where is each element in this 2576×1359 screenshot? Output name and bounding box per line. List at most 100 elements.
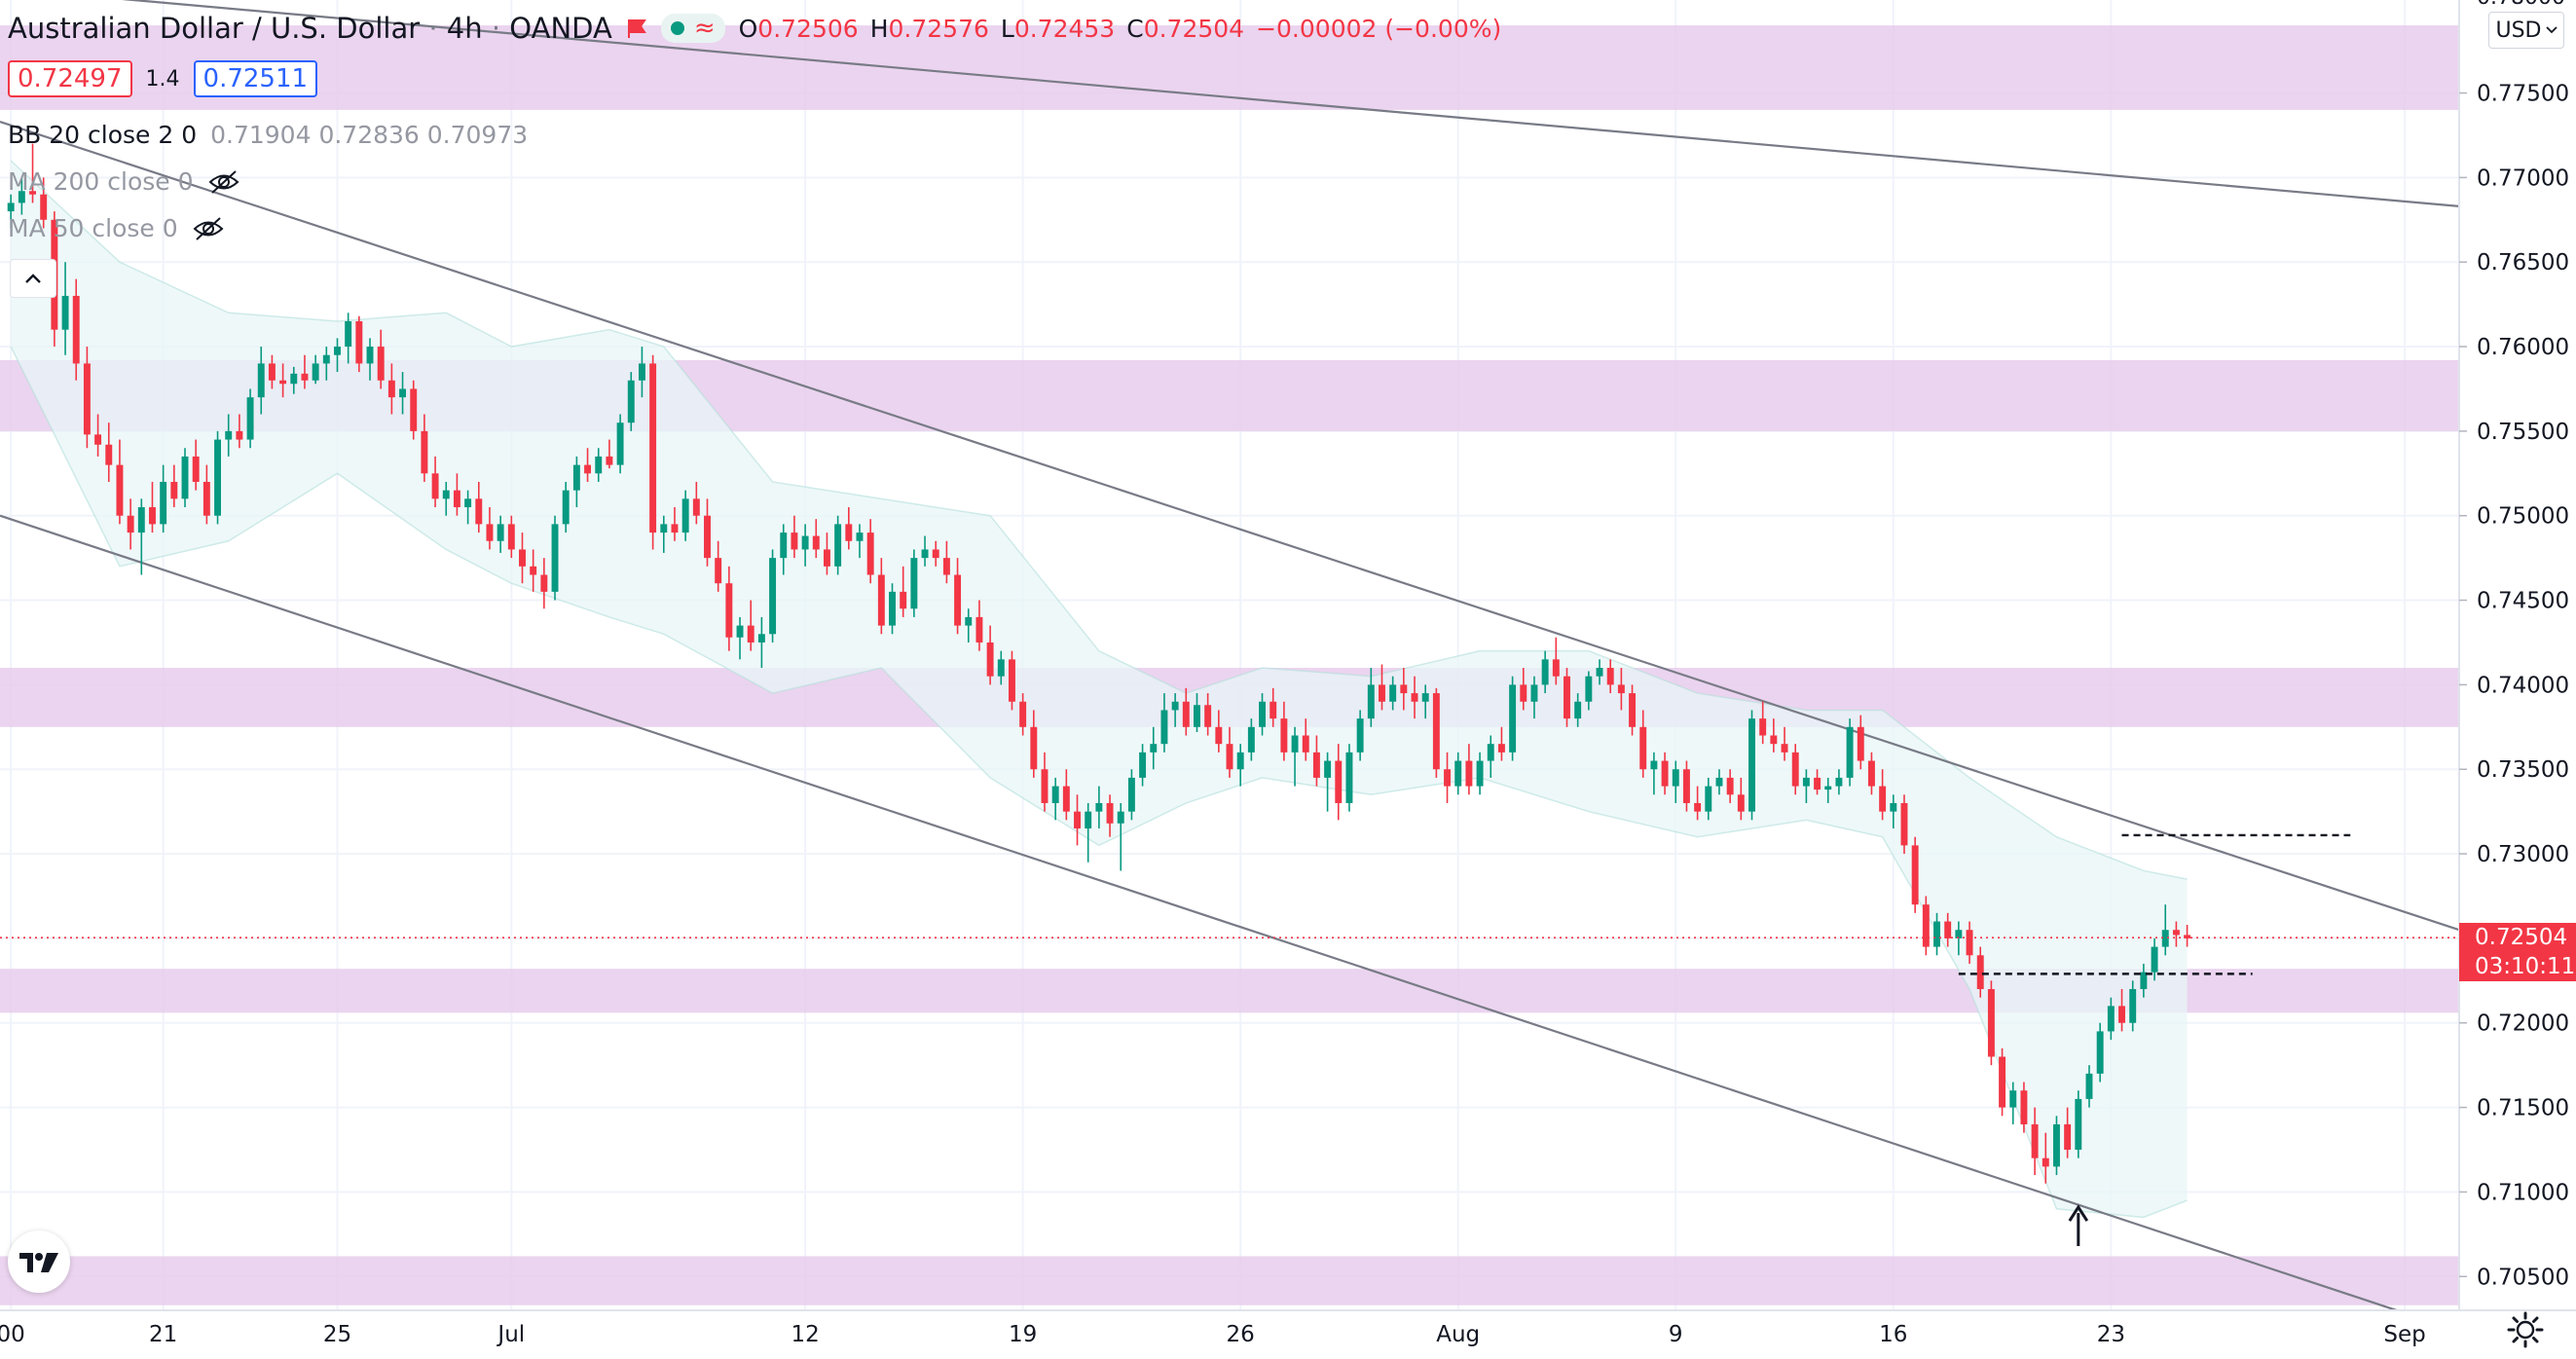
candle <box>1530 676 1538 719</box>
candle-body <box>225 430 233 440</box>
candle-body <box>116 464 124 516</box>
candle-body <box>812 535 820 550</box>
indicator-ma200[interactable]: MA 200 close 0 <box>8 167 240 196</box>
candle <box>1922 896 1930 956</box>
indicator-name: MA 50 close 0 <box>8 214 178 242</box>
candle-body <box>257 363 265 398</box>
candle <box>2172 921 2180 947</box>
candle <box>2161 904 2169 956</box>
candle-body <box>1497 744 1505 753</box>
buy-price-button[interactable]: 0.72511 <box>193 60 318 97</box>
candle <box>1639 710 1647 778</box>
candle-body <box>1737 794 1745 812</box>
candle-body <box>1606 668 1614 685</box>
candle <box>1617 668 1625 711</box>
candle-body <box>866 533 874 575</box>
candle <box>757 616 765 669</box>
indicator-ma50[interactable]: MA 50 close 0 <box>8 214 225 242</box>
candle-body <box>1509 684 1517 753</box>
candle-body <box>1802 777 1810 787</box>
sell-price-button[interactable]: 0.72497 <box>8 60 132 97</box>
candle <box>279 363 287 398</box>
candle-body <box>530 566 537 575</box>
candle <box>1835 769 1843 795</box>
candle-body <box>1062 786 1070 812</box>
candle-body <box>616 422 624 465</box>
candle-body <box>29 191 36 195</box>
candle <box>1030 710 1038 778</box>
candle <box>1661 752 1669 795</box>
candle-body <box>1236 752 1244 770</box>
candle-body <box>562 490 570 525</box>
candle <box>1814 769 1822 795</box>
candle-body <box>1911 845 1919 905</box>
eye-off-icon[interactable] <box>207 169 240 195</box>
gear-icon[interactable] <box>2506 1310 2545 1349</box>
candle <box>606 439 613 469</box>
candle <box>997 650 1005 685</box>
symbol-name: Australian Dollar / U.S. Dollar <box>8 12 421 45</box>
candle-body <box>1444 769 1452 787</box>
candle-body <box>1835 777 1843 787</box>
candle <box>1150 726 1158 770</box>
candle <box>1900 794 1908 855</box>
candle-body <box>965 616 973 626</box>
ohlc-value: 0.72506 <box>757 14 859 43</box>
symbol-title[interactable]: Australian Dollar / U.S. Dollar · 4h · O… <box>8 12 612 45</box>
candle <box>464 490 472 525</box>
y-tick-label: 0.76500 <box>2477 250 2569 275</box>
candle-body <box>137 507 145 533</box>
candle-body <box>1117 811 1124 824</box>
candle <box>40 177 48 229</box>
eye-off-icon[interactable] <box>192 216 225 241</box>
candle <box>290 366 298 394</box>
candle-body <box>2172 930 2180 936</box>
candle-body <box>954 574 962 626</box>
candle <box>236 414 243 449</box>
flag-icon[interactable] <box>626 18 647 39</box>
candle-body <box>2107 1006 2115 1032</box>
collapse-legend-button[interactable] <box>10 259 56 298</box>
candle-body <box>1051 786 1059 803</box>
x-tick-label: 23 <box>2097 1322 2125 1347</box>
candle-body <box>780 533 788 559</box>
candle-body <box>801 535 809 550</box>
y-tick-label: 0.73000 <box>2477 842 2569 867</box>
y-tick-label: 0.70500 <box>2477 1265 2569 1290</box>
candle-body <box>1639 726 1647 770</box>
candle-body <box>1966 930 1973 956</box>
candle <box>1117 802 1124 871</box>
candle-body <box>1715 777 1723 787</box>
currency-button[interactable]: USD <box>2488 12 2564 49</box>
candle <box>1497 726 1505 761</box>
candle <box>1552 637 1560 685</box>
candle <box>2140 963 2148 998</box>
candle-body <box>519 549 526 567</box>
tradingview-logo[interactable] <box>8 1230 70 1293</box>
candle-body <box>1617 684 1625 694</box>
candle-body <box>1748 718 1755 812</box>
indicator-bb[interactable]: BB 20 close 2 0 0.71904 0.72836 0.70973 <box>8 121 528 149</box>
y-tick-label: 0.73500 <box>2477 757 2569 783</box>
candle <box>1432 687 1440 778</box>
candle <box>214 430 222 525</box>
candle <box>1194 693 1200 733</box>
candle <box>1302 718 1309 761</box>
candle-body <box>704 515 711 559</box>
candle <box>246 388 254 449</box>
market-status-pill[interactable]: ≈ <box>660 14 725 43</box>
candle <box>7 194 15 229</box>
candle <box>1857 715 1864 770</box>
candle-body <box>1541 659 1549 685</box>
market-open-dot <box>670 21 684 35</box>
y-tick-label: 0.74000 <box>2477 673 2569 698</box>
candle <box>2052 1116 2060 1176</box>
candle-body <box>7 202 15 212</box>
candle-body <box>2052 1123 2060 1167</box>
candle-body <box>301 373 309 381</box>
candle-body <box>1367 684 1375 719</box>
candle-body <box>1487 744 1494 761</box>
